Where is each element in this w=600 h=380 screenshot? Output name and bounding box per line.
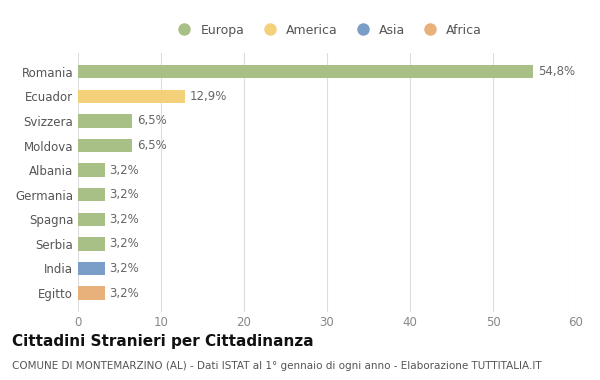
- Bar: [78, 163, 104, 177]
- Bar: [78, 65, 533, 79]
- Bar: [78, 90, 185, 103]
- Text: 3,2%: 3,2%: [110, 188, 139, 201]
- Bar: [78, 139, 132, 152]
- Text: 6,5%: 6,5%: [137, 139, 167, 152]
- Bar: [78, 212, 104, 226]
- Bar: [78, 262, 104, 275]
- Bar: [78, 114, 132, 128]
- Text: 3,2%: 3,2%: [110, 164, 139, 177]
- Bar: [78, 237, 104, 251]
- Bar: [78, 188, 104, 201]
- Text: 6,5%: 6,5%: [137, 114, 167, 127]
- Legend: Europa, America, Asia, Africa: Europa, America, Asia, Africa: [167, 19, 487, 42]
- Text: 3,2%: 3,2%: [110, 287, 139, 299]
- Text: Cittadini Stranieri per Cittadinanza: Cittadini Stranieri per Cittadinanza: [12, 334, 314, 349]
- Text: 3,2%: 3,2%: [110, 213, 139, 226]
- Text: 12,9%: 12,9%: [190, 90, 227, 103]
- Bar: [78, 286, 104, 300]
- Text: 3,2%: 3,2%: [110, 238, 139, 250]
- Text: 54,8%: 54,8%: [538, 65, 575, 78]
- Text: COMUNE DI MONTEMARZINO (AL) - Dati ISTAT al 1° gennaio di ogni anno - Elaborazio: COMUNE DI MONTEMARZINO (AL) - Dati ISTAT…: [12, 361, 542, 371]
- Text: 3,2%: 3,2%: [110, 262, 139, 275]
